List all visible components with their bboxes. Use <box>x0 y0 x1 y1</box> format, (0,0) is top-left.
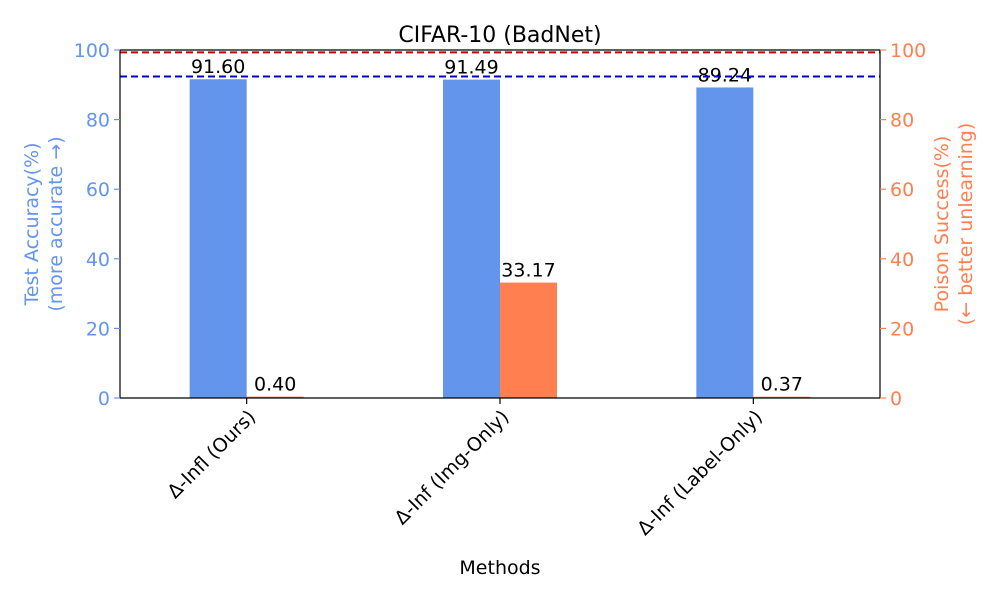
poison-value-label-3: 0.37 <box>761 374 803 396</box>
right-axis-title-line-2: (← better unlearning) <box>955 123 977 326</box>
x-tick-label-1: Δ-Infl (Ours) <box>163 406 260 503</box>
left-tick-label-40: 40 <box>86 249 110 271</box>
plot-area: 91.60 91.49 89.24 0.40 33.17 0.37 0 0 20 20 40 40 60… <box>21 40 977 540</box>
left-axis-title-line-1: Test Accuracy(%) <box>21 142 43 306</box>
accuracy-bar-1 <box>189 79 247 399</box>
right-tick-label-80: 80 <box>890 110 914 132</box>
x-tick-label-2: Δ-Inf (Img-Only) <box>390 406 513 529</box>
chart-title: CIFAR-10 (BadNet) <box>398 23 601 48</box>
right-tick-label-40: 40 <box>890 249 914 271</box>
left-axis-title-line-2: (more accurate →) <box>45 136 67 311</box>
left-tick-label-100: 100 <box>74 40 110 62</box>
right-tick-label-0: 0 <box>890 388 902 410</box>
right-tick-label-60: 60 <box>890 179 914 201</box>
right-axis-title-line-1: Poison Success(%) <box>931 136 953 313</box>
poison-bar-3 <box>753 396 811 398</box>
left-tick-label-80: 80 <box>86 110 110 132</box>
accuracy-value-label-1: 91.60 <box>191 56 245 78</box>
poison-value-label-1: 0.40 <box>254 374 296 396</box>
right-tick-label-100: 100 <box>890 40 926 62</box>
left-tick-label-0: 0 <box>98 388 110 410</box>
accuracy-bar-2 <box>443 79 500 398</box>
x-tick-label-3: Δ-Inf (Label-Only) <box>633 406 767 540</box>
poison-bar-1 <box>246 396 304 398</box>
poison-value-label-2: 33.17 <box>501 260 555 282</box>
right-tick-label-20: 20 <box>890 318 914 340</box>
left-tick-label-60: 60 <box>86 179 110 201</box>
poison-bar-2 <box>500 282 557 398</box>
accuracy-value-label-2: 91.49 <box>444 57 498 79</box>
x-axis-title: Methods <box>459 557 540 579</box>
left-tick-label-20: 20 <box>86 318 110 340</box>
accuracy-value-label-3: 89.24 <box>698 64 752 86</box>
accuracy-bar-3 <box>696 87 754 399</box>
